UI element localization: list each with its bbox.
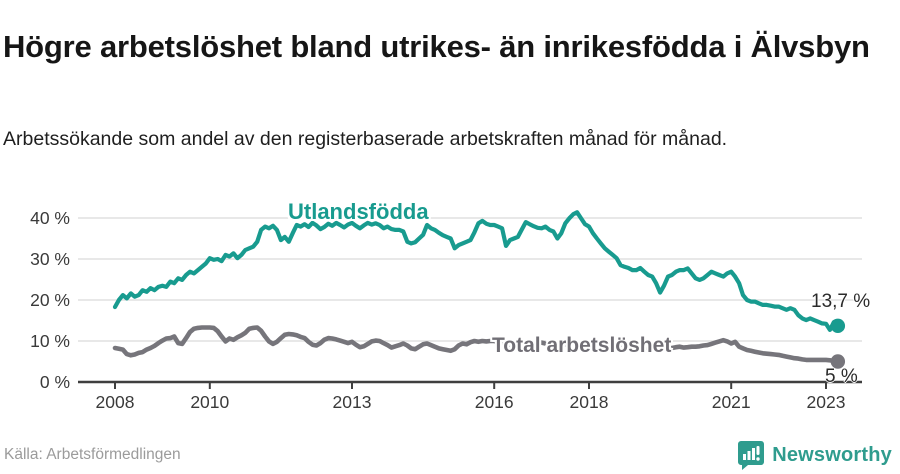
newsworthy-logo: Newsworthy xyxy=(737,440,892,470)
y-tick-label-20: 20 % xyxy=(30,290,70,310)
page-title: Högre arbetslöshet bland utrikes- än inr… xyxy=(3,28,870,64)
x-tick-label-2008: 2008 xyxy=(96,392,135,412)
end-value-label-total: 5 % xyxy=(825,366,858,387)
x-tick-label-2021: 2021 xyxy=(712,392,751,412)
x-tick-label-2013: 2013 xyxy=(333,392,372,412)
newsworthy-bubble-chart-icon xyxy=(738,441,765,470)
end-value-label-utlandsfodda: 13,7 % xyxy=(811,291,871,312)
series-label-total-arbetsloshet: Total arbetslöshet xyxy=(492,334,672,357)
chart-canvas: 2008 2010 2013 2016 2018 2021 2023 0 % 10 % 20 % 3… xyxy=(30,208,862,412)
series-end-dot xyxy=(830,318,846,334)
x-tick-label-2023: 2023 xyxy=(807,392,846,412)
chart-subtitle: Arbetssökande som andel av den registerb… xyxy=(3,127,728,150)
series-line-utlandsfodda xyxy=(112,210,840,332)
newsworthy-wordmark: Newsworthy xyxy=(772,443,892,466)
source-attribution: Källa: Arbetsförmedlingen xyxy=(4,446,181,463)
y-tick-label-40: 40 % xyxy=(30,208,70,228)
x-tick-label-2010: 2010 xyxy=(190,392,229,412)
line-chart: 2008 2010 2013 2016 2018 2021 2023 0 % 10 % 20 % 3… xyxy=(0,188,900,433)
y-tick-label-30: 30 % xyxy=(30,249,70,269)
series-end-dot xyxy=(830,354,846,369)
series-line-total xyxy=(112,325,841,364)
x-tick-label-2016: 2016 xyxy=(475,392,514,412)
x-tick-label-2018: 2018 xyxy=(570,392,609,412)
series-label-utlandsfodda: Utlandsfödda xyxy=(288,199,429,224)
y-tick-label-0: 0 % xyxy=(40,372,70,392)
y-tick-label-10: 10 % xyxy=(30,331,70,351)
